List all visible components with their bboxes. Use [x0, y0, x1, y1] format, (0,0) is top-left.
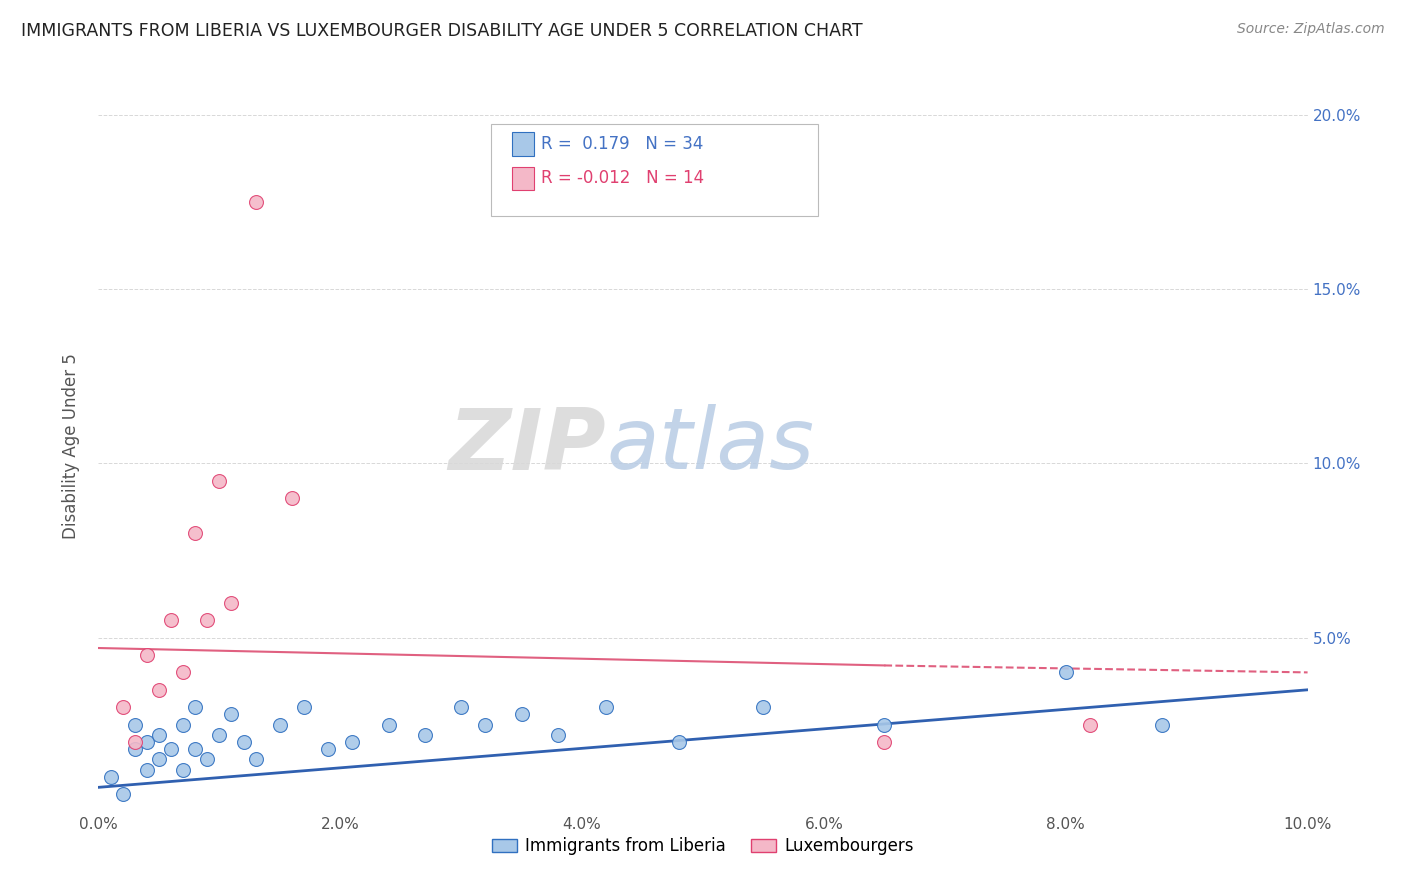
- Point: [1078, 717, 1101, 731]
- Legend: Immigrants from Liberia, Luxembourgers: Immigrants from Liberia, Luxembourgers: [485, 830, 921, 862]
- FancyBboxPatch shape: [512, 167, 534, 190]
- Point: [208, 474, 231, 488]
- Point: [184, 700, 207, 714]
- Y-axis label: Disability Age Under 5: Disability Age Under 5: [62, 353, 80, 539]
- Point: [292, 700, 315, 714]
- Point: [135, 763, 157, 777]
- Text: atlas: atlas: [606, 404, 814, 488]
- Point: [873, 735, 896, 749]
- Point: [208, 728, 231, 742]
- Point: [124, 717, 146, 731]
- Point: [595, 700, 617, 714]
- Point: [100, 770, 122, 784]
- Point: [172, 665, 194, 680]
- Point: [269, 717, 291, 731]
- Point: [148, 752, 170, 766]
- Point: [221, 707, 243, 722]
- Point: [281, 491, 304, 506]
- Point: [1152, 717, 1174, 731]
- Point: [316, 742, 339, 756]
- Point: [111, 700, 134, 714]
- Point: [510, 707, 533, 722]
- Point: [377, 717, 399, 731]
- Point: [148, 682, 170, 697]
- Point: [450, 700, 472, 714]
- Point: [1054, 665, 1077, 680]
- Point: [172, 763, 194, 777]
- Point: [124, 735, 146, 749]
- Point: [245, 752, 267, 766]
- Point: [160, 613, 183, 627]
- Text: R =  0.179   N = 34: R = 0.179 N = 34: [541, 135, 703, 153]
- Point: [184, 742, 207, 756]
- Point: [160, 742, 183, 756]
- Text: Source: ZipAtlas.com: Source: ZipAtlas.com: [1237, 22, 1385, 37]
- Point: [148, 728, 170, 742]
- Point: [474, 717, 496, 731]
- Point: [195, 752, 218, 766]
- Point: [752, 700, 775, 714]
- Point: [873, 717, 896, 731]
- Point: [195, 613, 218, 627]
- Point: [221, 596, 243, 610]
- Point: [245, 195, 267, 210]
- Point: [547, 728, 569, 742]
- Text: ZIP: ZIP: [449, 404, 606, 488]
- Text: IMMIGRANTS FROM LIBERIA VS LUXEMBOURGER DISABILITY AGE UNDER 5 CORRELATION CHART: IMMIGRANTS FROM LIBERIA VS LUXEMBOURGER …: [21, 22, 863, 40]
- Text: R = -0.012   N = 14: R = -0.012 N = 14: [541, 169, 704, 187]
- Point: [413, 728, 436, 742]
- Point: [124, 742, 146, 756]
- Point: [172, 717, 194, 731]
- Point: [184, 526, 207, 541]
- Point: [135, 648, 157, 662]
- Point: [111, 787, 134, 801]
- FancyBboxPatch shape: [492, 124, 818, 216]
- Point: [668, 735, 690, 749]
- FancyBboxPatch shape: [512, 132, 534, 155]
- Point: [135, 735, 157, 749]
- Point: [342, 735, 364, 749]
- Point: [232, 735, 254, 749]
